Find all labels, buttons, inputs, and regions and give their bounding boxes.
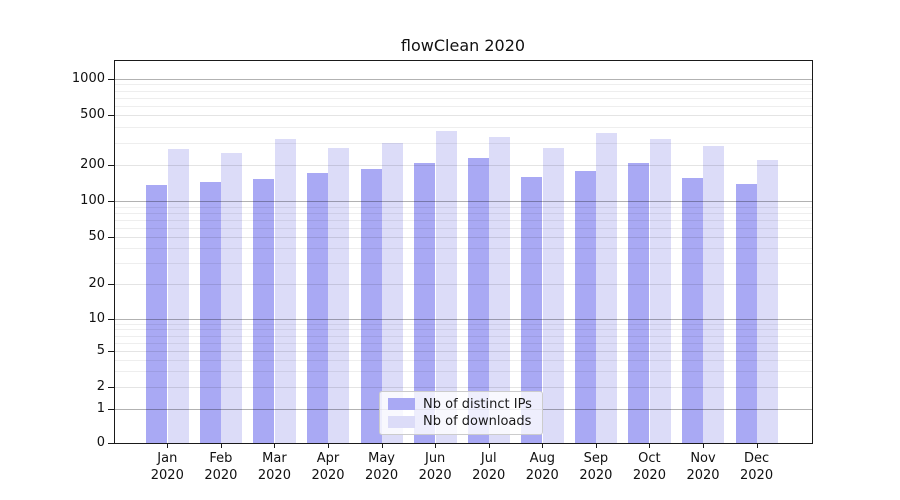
bar-aug-downloads (542, 148, 564, 443)
y-tick-mark-200 (108, 165, 114, 166)
y-tick-mark-0 (108, 443, 114, 445)
y-tick-mark-100 (108, 201, 114, 203)
y-tick-label-10: 10 (88, 311, 105, 326)
x-tick-label-jun: Jun 2020 (418, 451, 452, 483)
x-tick-mark-nov (703, 443, 704, 448)
y-tick-mark-500 (108, 115, 114, 116)
x-tick-label-oct: Oct 2020 (632, 451, 666, 483)
y-tick-label-50: 50 (88, 229, 105, 244)
x-tick-label-sep: Sep 2020 (579, 451, 613, 483)
plot-area: Nb of distinct IPs Nb of downloads (114, 60, 813, 444)
legend-label-distinct-ips: Nb of distinct IPs (423, 396, 532, 412)
legend-swatch-distinct-ips (388, 398, 415, 411)
y-tick-mark-50 (108, 237, 114, 238)
legend-label-downloads: Nb of downloads (423, 414, 532, 430)
y-tick-mark-20 (108, 284, 114, 285)
bar-jan-downloads (167, 149, 189, 443)
x-tick-label-jan: Jan 2020 (150, 451, 184, 483)
x-tick-mark-mar (274, 443, 276, 448)
y-tick-mark-1000 (108, 79, 114, 80)
bar-jun-downloads (435, 131, 457, 443)
x-tick-mark-may (381, 443, 383, 448)
y-tick-label-1: 1 (96, 400, 105, 416)
bar-apr-downloads (328, 148, 350, 443)
legend-item-downloads: Nb of downloads (388, 414, 534, 429)
x-tick-label-aug: Aug 2020 (525, 451, 559, 483)
bar-sep-downloads (596, 133, 618, 443)
bar-jul-downloads (489, 136, 511, 443)
bar-dec-downloads (756, 159, 778, 443)
y-tick-label-20: 20 (88, 276, 105, 291)
x-tick-mark-apr (328, 443, 329, 448)
x-tick-label-mar: Mar 2020 (257, 451, 291, 483)
x-tick-mark-aug (542, 443, 544, 448)
bar-oct-distinct-ips (628, 163, 650, 443)
x-tick-label-dec: Dec 2020 (740, 451, 774, 483)
bar-oct-downloads (649, 139, 671, 443)
x-tick-mark-oct (649, 443, 651, 448)
y-tick-label-2: 2 (96, 379, 105, 395)
bar-nov-distinct-ips (682, 177, 703, 443)
x-tick-label-may: May 2020 (365, 451, 399, 483)
bar-dec-distinct-ips (735, 183, 757, 443)
x-tick-label-apr: Apr 2020 (311, 451, 345, 483)
x-tick-mark-jan (167, 443, 169, 448)
x-tick-label-jul: Jul 2020 (472, 451, 506, 483)
y-tick-label-1000: 1000 (71, 71, 105, 86)
bar-may-downloads (381, 143, 403, 443)
bars-layer (115, 61, 812, 443)
bar-mar-distinct-ips (253, 179, 275, 443)
chart-title: flowClean 2020 (400, 36, 526, 55)
bar-feb-distinct-ips (199, 181, 221, 443)
x-tick-mark-jul (488, 443, 490, 448)
y-tick-mark-10 (108, 319, 114, 320)
bar-jun-distinct-ips (414, 163, 436, 443)
bar-apr-distinct-ips (307, 172, 328, 443)
y-tick-label-0: 0 (96, 435, 105, 451)
legend-item-distinct-ips: Nb of distinct IPs (388, 397, 534, 412)
bar-aug-distinct-ips (521, 177, 543, 443)
legend-swatch-downloads (388, 415, 415, 428)
bar-sep-distinct-ips (574, 170, 596, 443)
y-tick-mark-2 (108, 387, 114, 389)
bar-may-distinct-ips (360, 169, 382, 443)
y-tick-label-5: 5 (96, 343, 105, 359)
y-tick-label-200: 200 (80, 157, 105, 172)
y-tick-mark-5 (108, 351, 114, 353)
x-tick-mark-sep (595, 443, 597, 448)
bar-jul-distinct-ips (467, 158, 489, 443)
bar-nov-downloads (703, 146, 725, 443)
y-tick-label-500: 500 (80, 107, 105, 122)
bar-jan-distinct-ips (146, 184, 168, 443)
x-tick-label-nov: Nov 2020 (686, 451, 720, 483)
y-tick-label-100: 100 (80, 193, 105, 209)
x-tick-mark-jun (435, 443, 437, 448)
bar-mar-downloads (274, 139, 296, 443)
legend: Nb of distinct IPs Nb of downloads (379, 391, 543, 435)
y-tick-mark-1 (108, 408, 114, 410)
x-tick-mark-feb (220, 443, 222, 448)
bar-feb-downloads (221, 153, 243, 443)
x-tick-mark-dec (756, 443, 758, 448)
x-tick-label-feb: Feb 2020 (204, 451, 238, 483)
